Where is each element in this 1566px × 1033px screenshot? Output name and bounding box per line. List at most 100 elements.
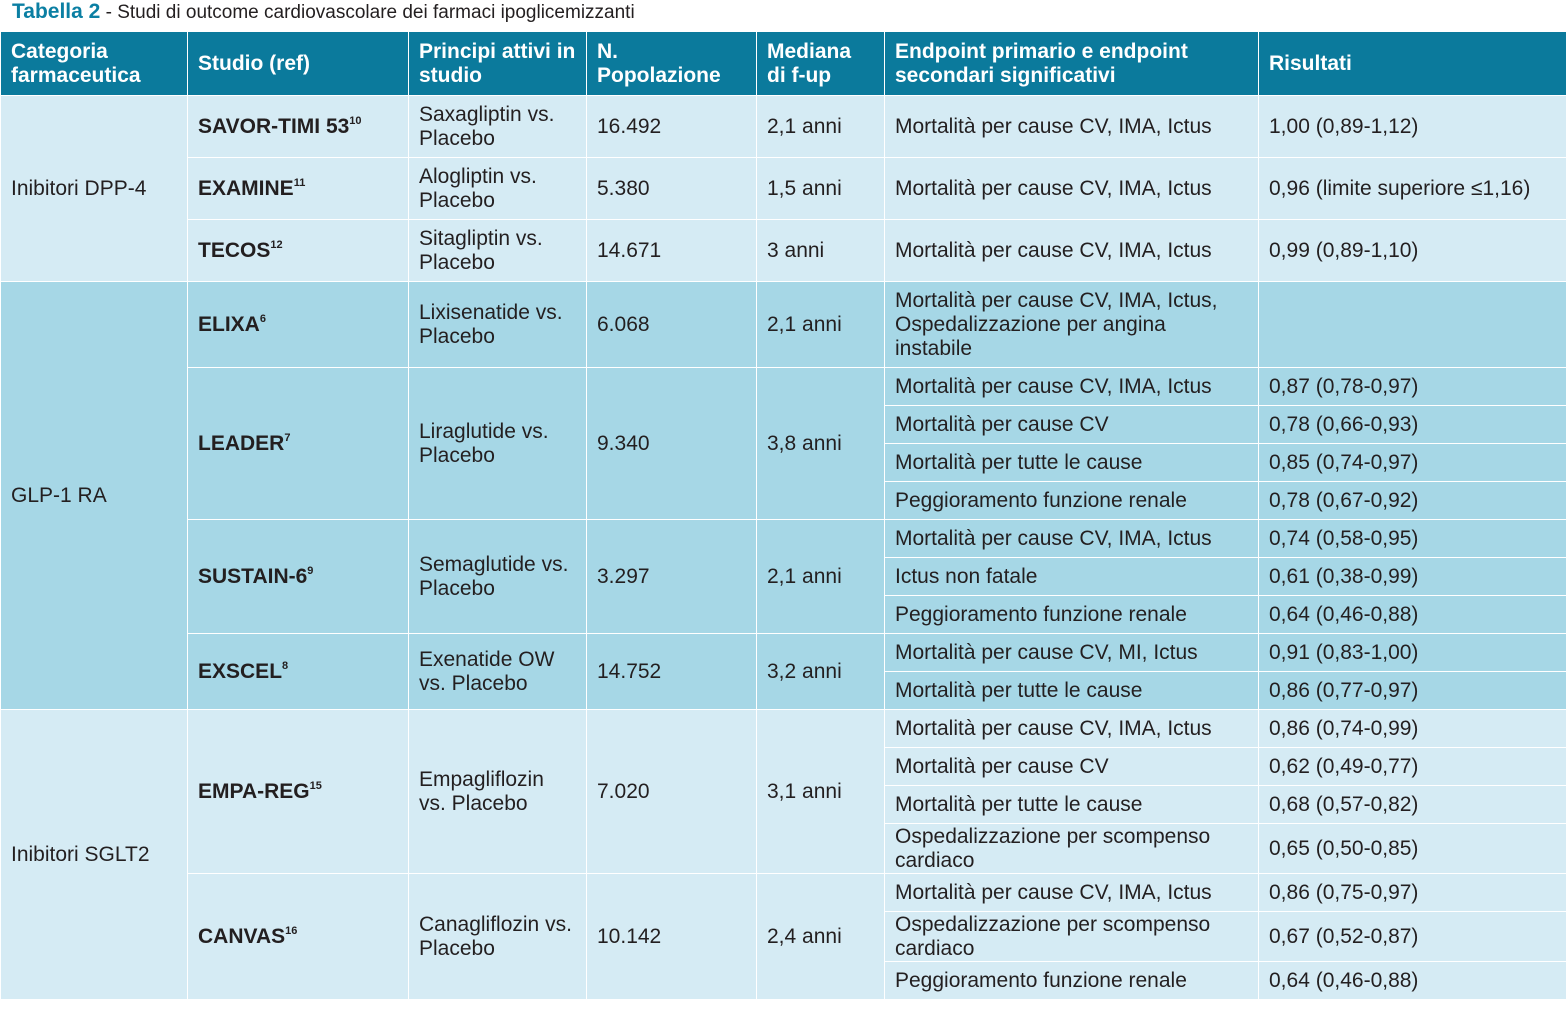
follow-up-cell: 3,2 anni xyxy=(756,633,885,710)
study-ref: 15 xyxy=(309,779,322,792)
follow-up-cell: 2,4 anni xyxy=(756,873,885,1000)
header-row: Categoria farmaceutica Studio (ref) Prin… xyxy=(0,31,1566,96)
result-cell: 0,86 (0,77-0,97) xyxy=(1258,671,1566,710)
table-row: Peggioramento funzione renale 0,78 (0,67-… xyxy=(1,481,1566,520)
population-cell: 9.340 xyxy=(586,367,757,520)
endpoint-cell: Peggioramento funzione renale xyxy=(884,595,1259,634)
header-study: Studio (ref) xyxy=(187,31,409,96)
drug-cell: Lixisenatide vs. Placebo xyxy=(408,281,587,368)
study-cell: ELIXA6 xyxy=(187,281,409,368)
result-cell: 0,85 (0,74-0,97) xyxy=(1258,443,1566,482)
study-name: SAVOR-TIMI 53 xyxy=(198,114,350,138)
endpoint-cell: Ospedalizzazione per scompenso cardiaco xyxy=(884,823,1259,874)
result-cell: 0,91 (0,83-1,00) xyxy=(1258,633,1566,672)
drug-cell: Liraglutide vs. Placebo xyxy=(408,367,587,520)
result-cell: 0,96 (limite superiore ≤1,16) xyxy=(1258,157,1566,220)
category-cell: GLP-1 RA xyxy=(0,281,188,710)
endpoint-cell: Mortalità per cause CV, IMA, Ictus xyxy=(884,709,1259,748)
drug-cell: Canagliflozin vs. Placebo xyxy=(408,873,587,1000)
result-cell: 0,68 (0,57-0,82) xyxy=(1258,785,1566,824)
drug-cell: Semaglutide vs. Placebo xyxy=(408,519,587,634)
study-ref: 9 xyxy=(307,564,314,577)
table-row: Peggioramento funzione renale 0,64 (0,46-… xyxy=(1,595,1566,634)
study-ref: 7 xyxy=(284,431,291,444)
drug-cell: Empagliflozin vs. Placebo xyxy=(408,709,587,874)
header-population: N. Popolazione xyxy=(586,31,757,96)
drug-cell: Saxagliptin vs. Placebo xyxy=(408,95,587,158)
study-cell: EXSCEL8 xyxy=(187,633,409,710)
table-row: Mortalità per cause CV 0,62 (0,49-0,77) xyxy=(1,747,1566,786)
header-follow-up: Mediana di f-up xyxy=(756,31,885,96)
drug-cell: Alogliptin vs. Placebo xyxy=(408,157,587,220)
endpoint-cell: Mortalità per cause CV, IMA, Ictus xyxy=(884,519,1259,558)
study-cell: LEADER7 xyxy=(187,367,409,520)
category-group: Inibitori DPP-4 SAVOR-TIMI 5310 Saxaglipti… xyxy=(0,95,1566,282)
study-cell: TECOS12 xyxy=(187,219,409,282)
table-row: CANVAS16 Canagliflozin vs. Placebo 10.142 2… xyxy=(1,873,1566,1000)
study-ref: 6 xyxy=(259,312,266,325)
study-name: LEADER xyxy=(198,431,285,455)
follow-up-cell: 2,1 anni xyxy=(756,519,885,634)
population-cell: 10.142 xyxy=(586,873,757,1000)
table-row: Inibitori DPP-4 SAVOR-TIMI 5310 Saxaglipti… xyxy=(0,95,1566,282)
study-name: EMPA-REG xyxy=(198,779,310,803)
result-cell: 0,67 (0,52-0,87) xyxy=(1258,911,1566,962)
study-cell: SAVOR-TIMI 5310 xyxy=(187,95,409,158)
population-cell: 16.492 xyxy=(586,95,757,158)
endpoint-cell: Mortalità per cause CV, MI, Ictus xyxy=(884,633,1259,672)
drug-cell: Exenatide OW vs. Placebo xyxy=(408,633,587,710)
caption-text: Studi di outcome cardiovascolare dei far… xyxy=(117,2,635,23)
endpoint-cell: Mortalità per tutte le cause xyxy=(884,443,1259,482)
follow-up-cell: 1,5 anni xyxy=(756,157,885,220)
endpoint-cell: Mortalità per cause CV, IMA, Ictus xyxy=(884,95,1259,158)
study-ref: 11 xyxy=(293,176,306,189)
follow-up-cell: 3 anni xyxy=(756,219,885,282)
result-cell: 0,64 (0,46-0,88) xyxy=(1258,961,1566,1000)
table-row: Inibitori SGLT2 EMPA-REG15 Empagliflozin v… xyxy=(0,709,1566,1000)
header-endpoint: Endpoint primario e endpoint secondari s… xyxy=(884,31,1259,96)
header-drug: Principi attivi in studio xyxy=(408,31,587,96)
endpoint-cell: Mortalità per cause CV, IMA, Ictus xyxy=(884,367,1259,406)
follow-up-cell: 2,1 anni xyxy=(756,95,885,158)
study-name: EXAMINE xyxy=(198,176,294,200)
endpoint-cell: Mortalità per cause CV xyxy=(884,405,1259,444)
table-row: TECOS12 Sitagliptin vs. Placebo 14.671 3 an… xyxy=(1,219,1566,282)
follow-up-cell: 2,1 anni xyxy=(756,281,885,368)
study-cell: CANVAS16 xyxy=(187,873,409,1000)
table-row: GLP-1 RA ELIXA6 Lixisenatide vs. Placebo 6.… xyxy=(0,281,1566,710)
result-cell: 1,00 (0,89-1,12) xyxy=(1258,95,1566,158)
endpoint-cell: Ictus non fatale xyxy=(884,557,1259,596)
result-cell: 0,99 (0,89-1,10) xyxy=(1258,219,1566,282)
result-cell: 0,78 (0,66-0,93) xyxy=(1258,405,1566,444)
table-row: Ictus non fatale 0,61 (0,38-0,99) xyxy=(1,557,1566,596)
result-cell: 0,62 (0,49-0,77) xyxy=(1258,747,1566,786)
outcome-table: Categoria farmaceutica Studio (ref) Prin… xyxy=(0,31,1566,1000)
category-group: GLP-1 RA ELIXA6 Lixisenatide vs. Placebo 6.… xyxy=(0,281,1566,710)
follow-up-cell: 3,1 anni xyxy=(756,709,885,874)
result-cell: 0,87 (0,78-0,97) xyxy=(1258,367,1566,406)
endpoint-cell: Mortalità per cause CV, IMA, Ictus xyxy=(884,219,1259,282)
study-ref: 10 xyxy=(349,114,362,127)
study-name: TECOS xyxy=(198,238,271,262)
endpoint-cell: Mortalità per cause CV, IMA, Ictus xyxy=(884,873,1259,912)
population-cell: 14.752 xyxy=(586,633,757,710)
follow-up-cell: 3,8 anni xyxy=(756,367,885,520)
endpoint-cell: Mortalità per tutte le cause xyxy=(884,671,1259,710)
result-cell: 0,86 (0,74-0,99) xyxy=(1258,709,1566,748)
table-row: SUSTAIN-69 Semaglutide vs. Placebo 3.297 2,… xyxy=(1,519,1566,634)
category-cell: Inibitori DPP-4 xyxy=(0,95,188,282)
result-cell xyxy=(1258,281,1566,368)
header-category: Categoria farmaceutica xyxy=(0,31,188,96)
study-cell: EMPA-REG15 xyxy=(187,709,409,874)
category-group: Inibitori SGLT2 EMPA-REG15 Empagliflozin v… xyxy=(0,709,1566,1000)
category-cell: Inibitori SGLT2 xyxy=(0,709,188,1000)
endpoint-cell: Mortalità per tutte le cause xyxy=(884,785,1259,824)
study-name: SUSTAIN-6 xyxy=(198,564,308,588)
header-results: Risultati xyxy=(1258,31,1566,96)
population-cell: 14.671 xyxy=(586,219,757,282)
study-ref: 16 xyxy=(285,924,298,937)
endpoint-cell: Mortalità per cause CV, IMA, Ictus, Ospe… xyxy=(884,281,1259,368)
table-row: Mortalità per tutte le cause 0,68 (0,57-0… xyxy=(1,785,1566,824)
study-name: ELIXA xyxy=(198,312,260,336)
result-cell: 0,78 (0,67-0,92) xyxy=(1258,481,1566,520)
